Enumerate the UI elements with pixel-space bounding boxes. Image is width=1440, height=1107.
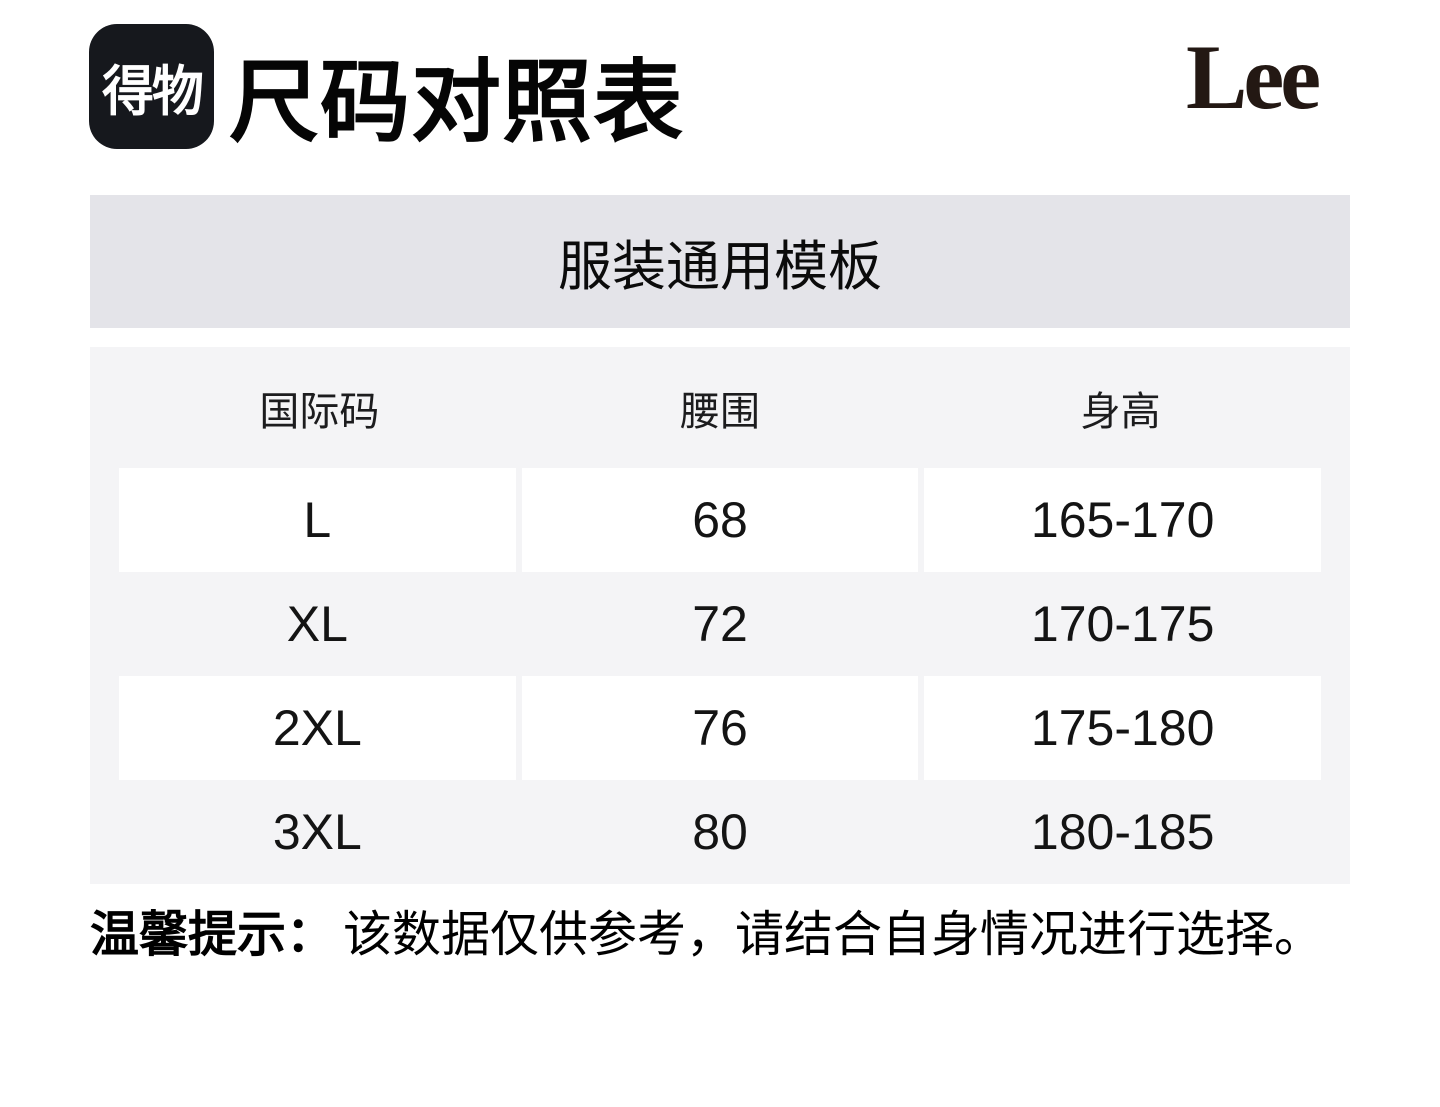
cell-height: 180-185 <box>1030 804 1215 860</box>
template-banner: 服装通用模板 <box>90 195 1350 328</box>
notice-label: 温馨提示： <box>90 908 336 962</box>
table-row: L 68 165-170 <box>119 468 1322 572</box>
cell-height: 165-170 <box>924 468 1322 572</box>
notice-text: 该数据仅供参考，请结合自身情况进行选择。 <box>343 908 1324 962</box>
cell-size: XL <box>286 596 348 652</box>
lee-brand-logo: Lee <box>1186 26 1321 128</box>
notice: 温馨提示： 该数据仅供参考，请结合自身情况进行选择。 <box>90 898 1410 972</box>
table-header-row: 国际码 腰围 身高 <box>119 347 1321 468</box>
page-title: 尺码对照表 <box>229 52 684 153</box>
cell-height: 175-180 <box>924 676 1322 780</box>
column-header-waist: 腰围 <box>680 389 760 434</box>
cell-waist: 80 <box>692 804 748 860</box>
cell-size: 2XL <box>119 676 516 780</box>
dewu-logo-text: 得物 <box>101 62 204 122</box>
size-table: 国际码 腰围 身高 L 68 165-170 XL 72 170-175 2XL… <box>90 347 1350 884</box>
cell-size: 3XL <box>272 804 362 860</box>
table-row: 3XL 80 180-185 <box>119 780 1321 884</box>
cell-waist: 68 <box>521 468 919 572</box>
cell-waist: 72 <box>692 596 748 652</box>
column-header-international-size: 国际码 <box>259 389 380 434</box>
table-row: XL 72 170-175 <box>119 572 1321 676</box>
cell-size: L <box>119 468 516 572</box>
column-header-height: 身高 <box>1080 389 1161 434</box>
cell-height: 170-175 <box>1030 596 1215 652</box>
template-banner-label: 服装通用模板 <box>558 237 882 297</box>
cell-waist: 76 <box>521 676 919 780</box>
dewu-app-logo: 得物 <box>89 24 214 149</box>
table-row: 2XL 76 175-180 <box>119 676 1322 780</box>
